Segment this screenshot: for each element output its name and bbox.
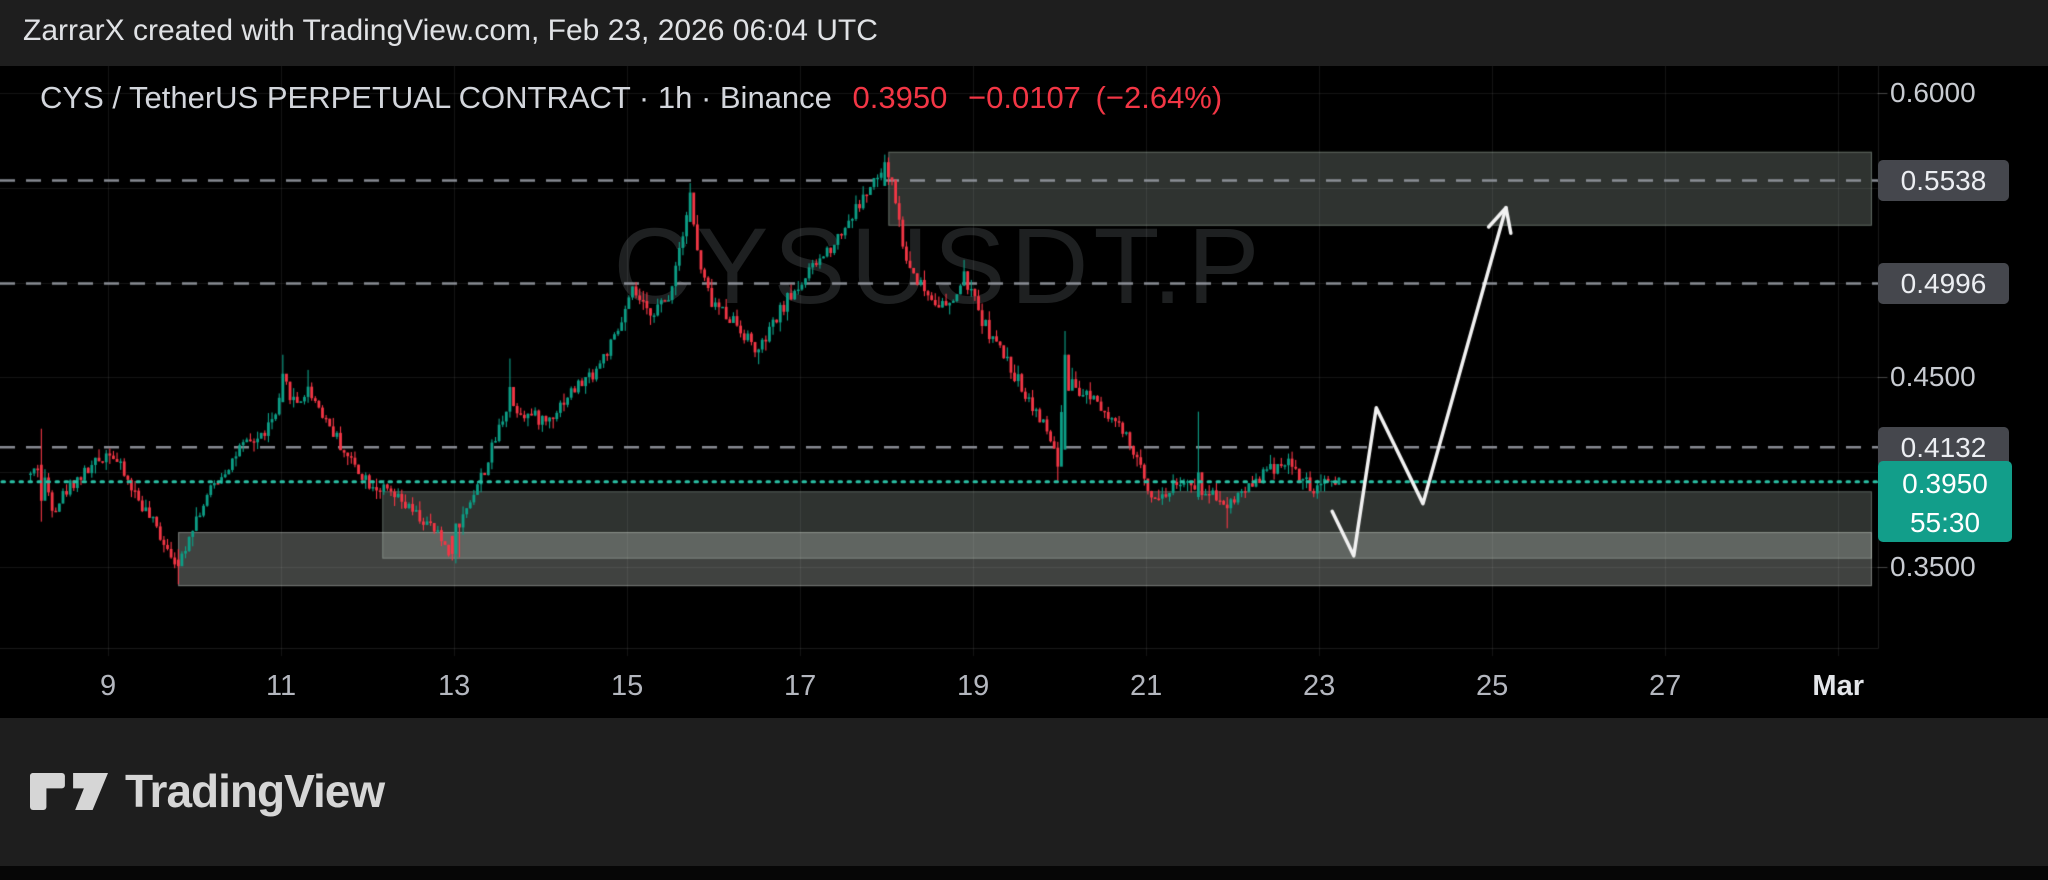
- time-axis-label: 19: [956, 670, 990, 702]
- symbol-header: CYS / TetherUS PERPETUAL CONTRACT · 1h ·…: [40, 79, 1222, 117]
- bottom-bar: [0, 866, 2048, 880]
- price-axis-label: 0.6000: [1890, 76, 1976, 108]
- price-level-label: 0.4996: [1878, 262, 2009, 304]
- countdown-timer: 55:30: [1909, 506, 1981, 538]
- tradingview-logo-text: TradingView: [125, 765, 385, 817]
- time-axis-label: 25: [1476, 670, 1509, 702]
- price-axis-label: 0.3500: [1890, 551, 1976, 583]
- chart-panel: CYSUSDT.P CYS / TetherUS PERPETUAL CONTR…: [0, 66, 2048, 718]
- quote-last-price: 0.3950: [852, 80, 948, 115]
- time-axis-label: 11: [266, 670, 297, 702]
- symbol-title[interactable]: CYS / TetherUS PERPETUAL CONTRACT · 1h ·…: [40, 80, 832, 115]
- time-axis-label: 27: [1649, 670, 1682, 702]
- time-axis-label: Mar: [1812, 670, 1864, 702]
- time-axis-label: 21: [1130, 670, 1163, 702]
- time-axis-label: 13: [437, 670, 471, 702]
- price-axis-label: 0.4500: [1890, 361, 1976, 393]
- time-axis-label: 15: [610, 670, 644, 702]
- price-chart-canvas[interactable]: [0, 66, 2048, 718]
- quote-change: −0.0107: [968, 80, 1081, 115]
- quote-change-percent: (−2.64%): [1095, 80, 1223, 115]
- current-price-value: 0.3950: [1902, 467, 1988, 499]
- current-price-label: 0.3950 55:30: [1878, 460, 2012, 542]
- tradingview-logo[interactable]: TradingView: [30, 763, 385, 819]
- attribution-text: ZarrarX created with TradingView.com, Fe…: [23, 14, 878, 47]
- time-axis-label: 17: [783, 670, 817, 702]
- time-axis-label: 23: [1303, 670, 1336, 702]
- time-axis-label: 9: [99, 670, 117, 702]
- tradingview-logo-icon: [30, 772, 108, 810]
- attribution-bar: ZarrarX created with TradingView.com, Fe…: [0, 0, 2048, 66]
- price-level-label: 0.5538: [1878, 160, 2009, 202]
